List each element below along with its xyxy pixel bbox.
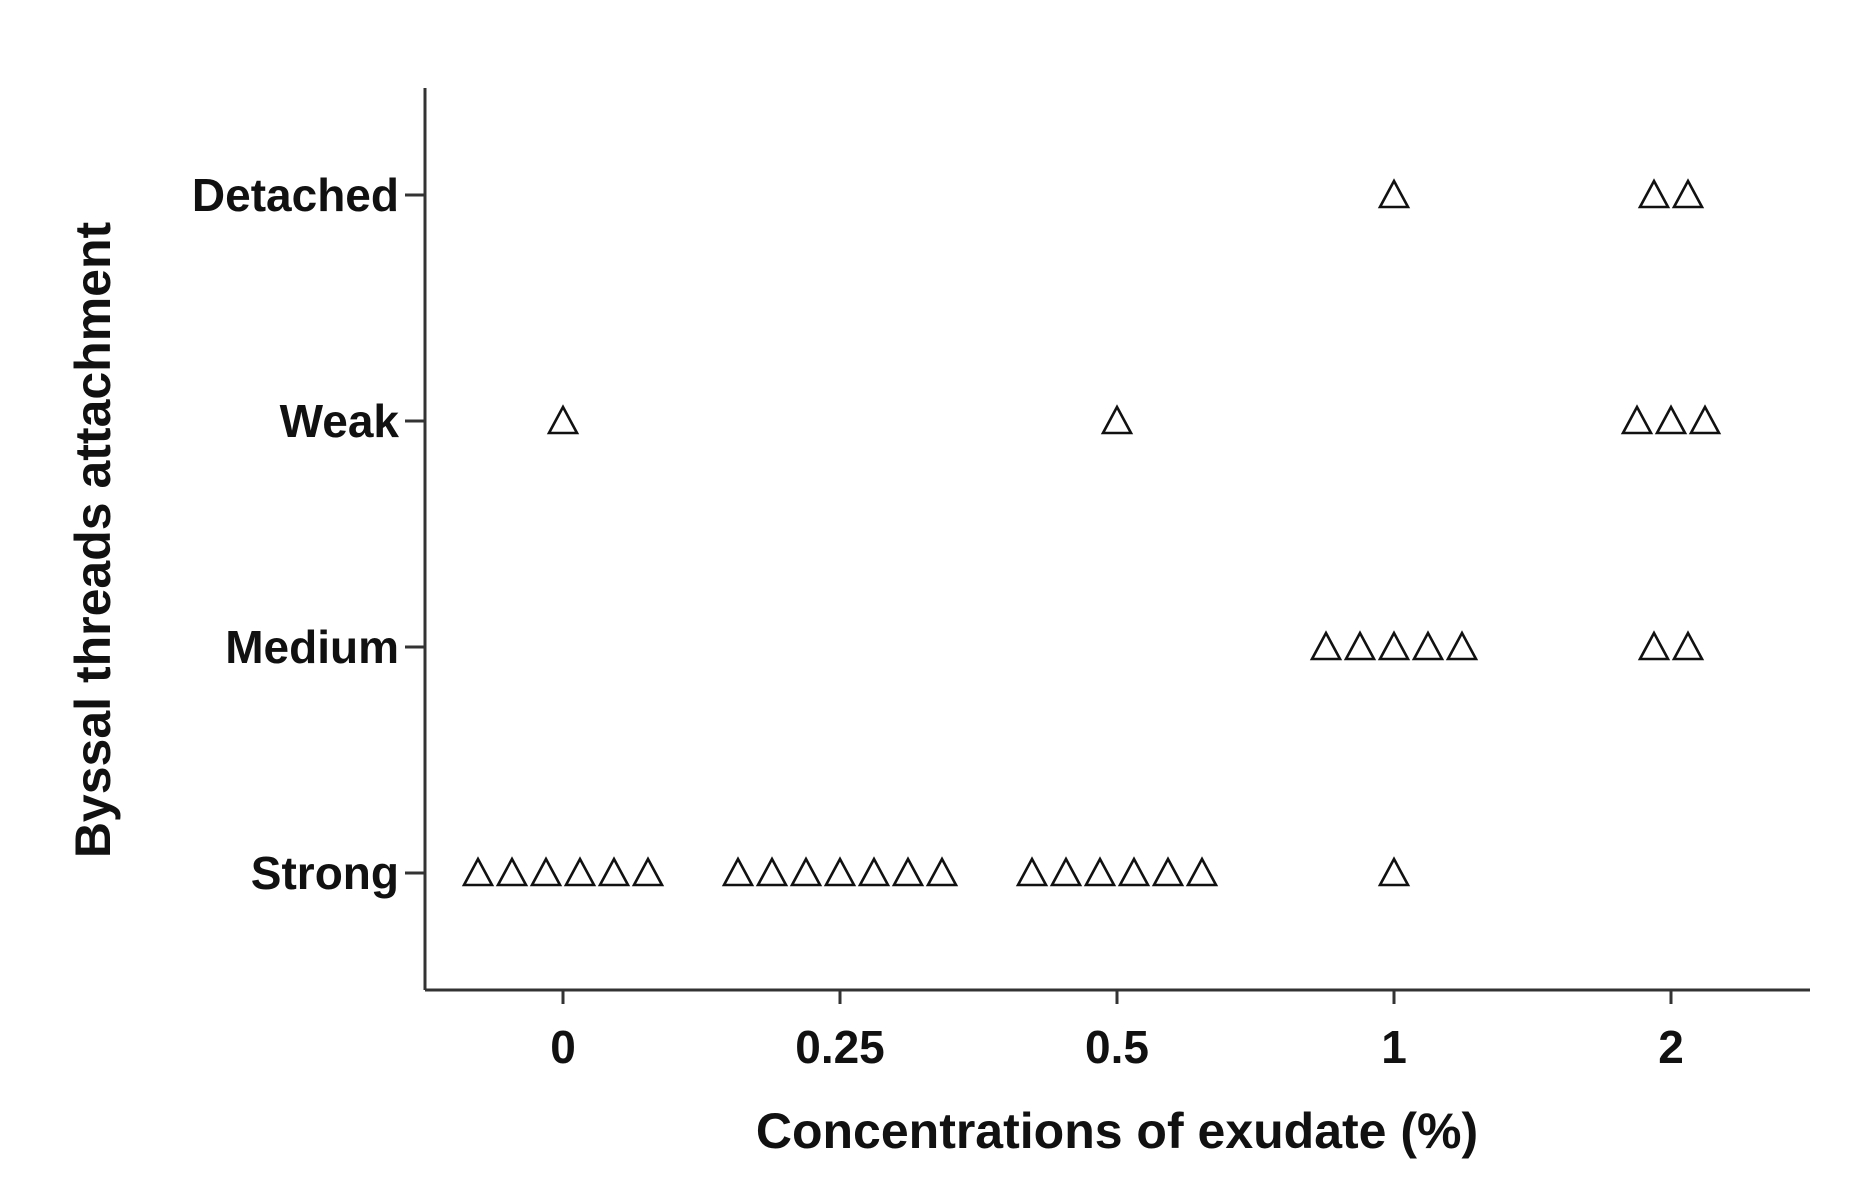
y-axis-ticks: Strong Medium Weak Detached <box>192 169 425 899</box>
data-point-0-25-strong-6 <box>891 856 925 887</box>
data-point-1-medium-1 <box>1309 630 1343 661</box>
data-point-0-strong-2 <box>495 856 529 887</box>
data-point-2-medium-1 <box>1637 630 1671 661</box>
data-point-1-medium-5 <box>1445 630 1479 661</box>
data-point-0-5-weak-1 <box>1100 404 1134 435</box>
data-point-1-medium-4 <box>1411 630 1445 661</box>
data-point-0-strong-6 <box>631 856 665 887</box>
x-axis-ticks: 0 0.25 0.5 1 2 <box>550 990 1684 1073</box>
x-tick-label-2: 2 <box>1658 1021 1684 1073</box>
data-point-1-strong-1 <box>1377 856 1411 887</box>
data-point-0-5-strong-3 <box>1083 856 1117 887</box>
data-point-0-5-strong-1 <box>1015 856 1049 887</box>
data-point-0-25-strong-5 <box>857 856 891 887</box>
data-point-0-strong-1 <box>461 856 495 887</box>
data-point-0-weak-1 <box>546 404 580 435</box>
data-point-0-25-strong-2 <box>755 856 789 887</box>
data-point-0-strong-4 <box>563 856 597 887</box>
data-point-0-5-strong-6 <box>1185 856 1219 887</box>
data-point-0-5-strong-5 <box>1151 856 1185 887</box>
data-point-0-25-strong-7 <box>925 856 959 887</box>
data-point-0-25-strong-4 <box>823 856 857 887</box>
data-point-2-weak-3 <box>1688 404 1722 435</box>
data-point-2-detached-2 <box>1671 178 1705 209</box>
x-tick-label-0: 0 <box>550 1021 576 1073</box>
x-tick-label-1: 1 <box>1381 1021 1407 1073</box>
data-point-2-weak-2 <box>1654 404 1688 435</box>
data-point-1-detached-1 <box>1377 178 1411 209</box>
y-axis-title: Byssal threads attachment <box>65 221 121 858</box>
x-tick-label-0-5: 0.5 <box>1085 1021 1149 1073</box>
data-point-0-5-strong-2 <box>1049 856 1083 887</box>
data-point-0-5-strong-4 <box>1117 856 1151 887</box>
data-point-0-strong-5 <box>597 856 631 887</box>
data-point-2-detached-1 <box>1637 178 1671 209</box>
data-point-1-medium-2 <box>1343 630 1377 661</box>
y-tick-label-detached: Detached <box>192 169 399 221</box>
data-point-0-25-strong-1 <box>721 856 755 887</box>
data-markers <box>461 178 1722 887</box>
y-tick-label-strong: Strong <box>251 847 399 899</box>
x-axis-title: Concentrations of exudate (%) <box>756 1103 1478 1159</box>
y-tick-label-medium: Medium <box>225 621 399 673</box>
data-point-1-medium-3 <box>1377 630 1411 661</box>
data-point-0-25-strong-3 <box>789 856 823 887</box>
data-point-2-weak-1 <box>1620 404 1654 435</box>
data-point-2-medium-2 <box>1671 630 1705 661</box>
y-tick-label-weak: Weak <box>280 395 400 447</box>
x-tick-label-0-25: 0.25 <box>795 1021 885 1073</box>
data-point-0-strong-3 <box>529 856 563 887</box>
